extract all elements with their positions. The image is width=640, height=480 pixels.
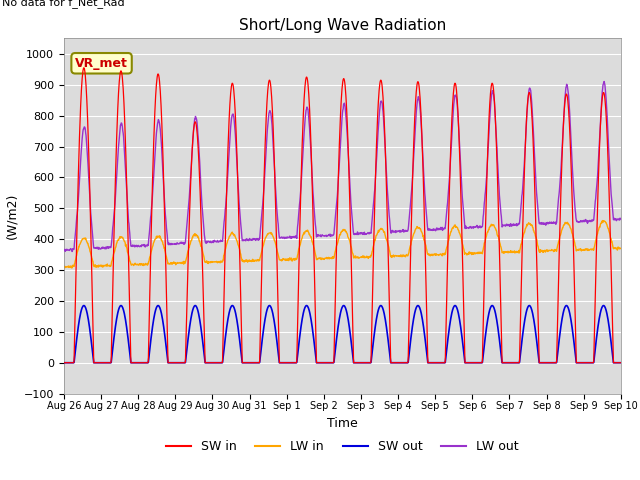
Text: VR_met: VR_met — [75, 57, 128, 70]
Text: No data for f_Net_Rad: No data for f_Net_Rad — [1, 0, 124, 8]
Y-axis label: (W/m2): (W/m2) — [5, 193, 19, 239]
Title: Short/Long Wave Radiation: Short/Long Wave Radiation — [239, 18, 446, 33]
X-axis label: Time: Time — [327, 417, 358, 430]
Legend: SW in, LW in, SW out, LW out: SW in, LW in, SW out, LW out — [161, 435, 524, 458]
